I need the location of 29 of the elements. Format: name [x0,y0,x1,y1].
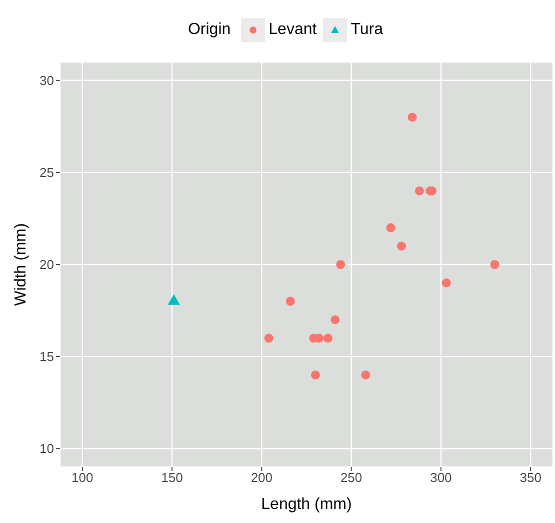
point [408,112,417,122]
point [264,334,274,343]
point [310,370,320,380]
legend-label: Levant [268,21,317,39]
point [397,242,406,251]
y-tick-label: 25 [40,165,54,180]
point [386,223,396,232]
point [330,315,340,324]
point [442,278,451,288]
point [490,260,500,270]
y-tick-label: 10 [40,441,54,456]
legend-title: Origin [188,21,231,39]
x-tick-label: 150 [161,470,183,486]
x-axis-title: Length (mm) [261,496,352,513]
point [361,370,370,380]
legend-label: Tura [350,21,384,39]
point [324,334,333,343]
x-tick-label: 300 [430,470,452,486]
point [414,186,424,196]
point [286,296,295,306]
point [336,260,346,270]
x-tick-label: 100 [72,470,94,486]
x-tick-label: 250 [340,470,362,486]
x-tick-label: 350 [520,470,542,486]
y-tick-label: 20 [40,257,54,272]
x-tick-label: 200 [250,470,273,486]
y-tick-label: 15 [40,349,54,364]
y-axis-title: Width (mm) [12,223,30,306]
y-tick-label: 30 [40,73,54,88]
